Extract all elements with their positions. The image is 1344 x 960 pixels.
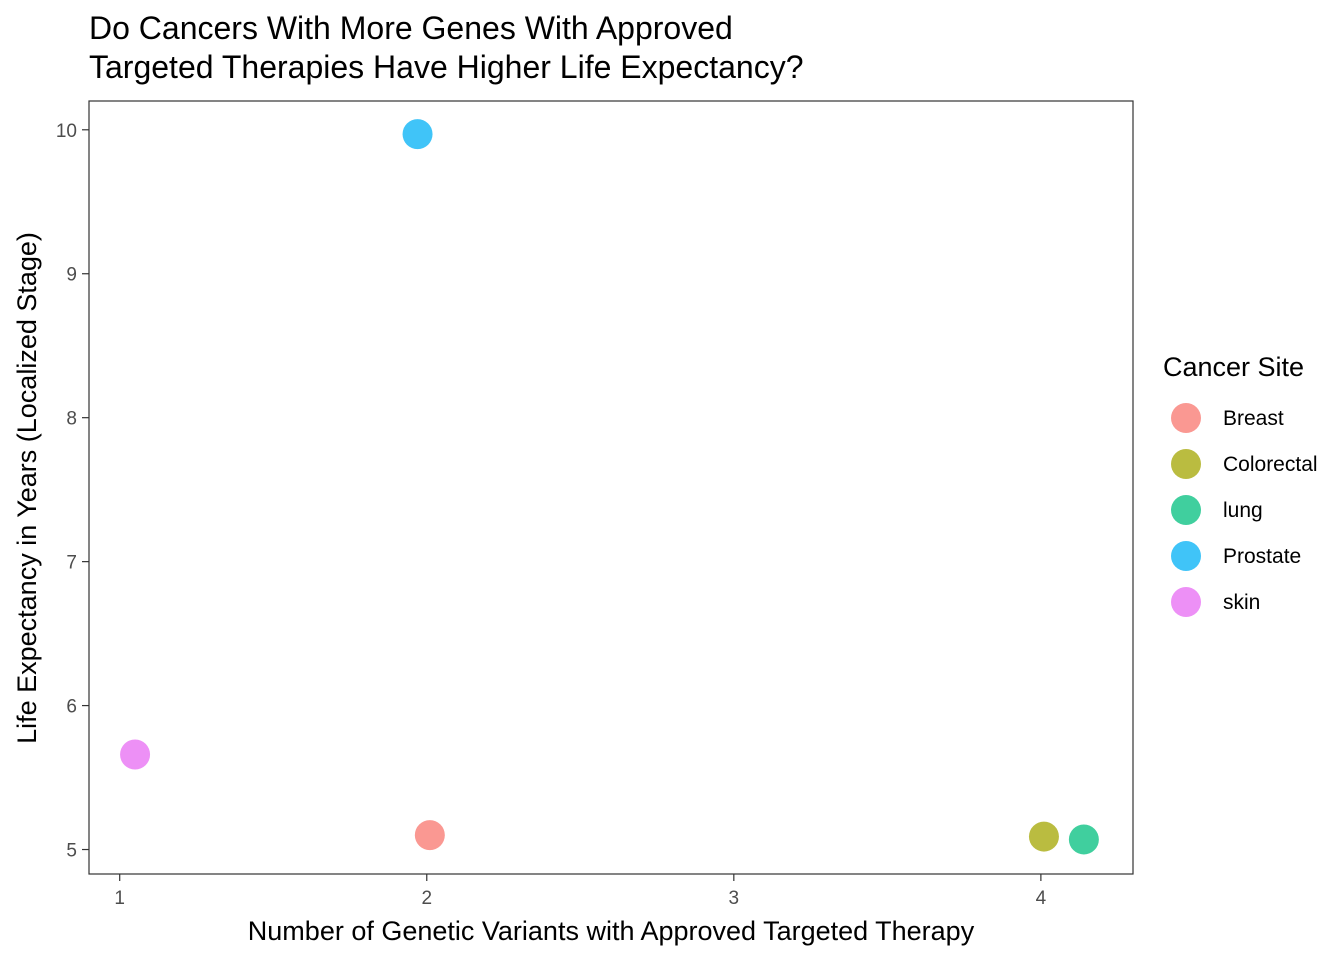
y-tick-label: 9 [66,265,77,286]
legend: Breast Colorectal lung Prostate skin [1171,403,1318,617]
x-axis-title: Number of Genetic Variants with Approved… [248,916,975,946]
x-axis-ticks: 1 2 3 4 [114,874,1047,909]
data-point-prostate [402,119,433,150]
legend-key-breast [1171,403,1201,433]
legend-label-prostate: Prostate [1223,545,1301,568]
x-tick-label: 4 [1036,888,1047,909]
legend-label-lung: lung [1223,499,1263,522]
data-point-colorectal [1028,821,1059,852]
legend-key-prostate [1171,541,1201,571]
legend-key-colorectal [1171,449,1201,479]
y-axis-title: Life Expectancy in Years (Localized Stag… [12,232,42,744]
x-tick-label: 3 [729,888,740,909]
y-tick-label: 8 [66,409,77,430]
y-tick-label: 7 [66,553,77,574]
y-tick-label: 5 [66,841,77,862]
chart-title-line-1: Do Cancers With More Genes With Approved [89,10,733,46]
legend-key-lung [1171,495,1201,525]
chart-title-line-2: Targeted Therapies Have Higher Life Expe… [89,49,803,85]
x-tick-label: 2 [421,888,432,909]
y-tick-label: 10 [56,121,77,142]
legend-key-skin [1171,587,1201,617]
data-point-breast [414,820,445,851]
x-tick-label: 1 [114,888,125,909]
data-points [120,119,1099,855]
y-axis-ticks: 5 6 7 8 9 10 [56,121,89,862]
data-point-skin [120,739,151,770]
plot-panel [88,100,1134,875]
legend-label-colorectal: Colorectal [1223,453,1318,476]
legend-label-breast: Breast [1223,407,1284,430]
data-point-lung [1068,824,1099,855]
y-tick-label: 6 [66,697,77,718]
legend-title: Cancer Site [1163,352,1304,382]
legend-label-skin: skin [1223,591,1260,614]
